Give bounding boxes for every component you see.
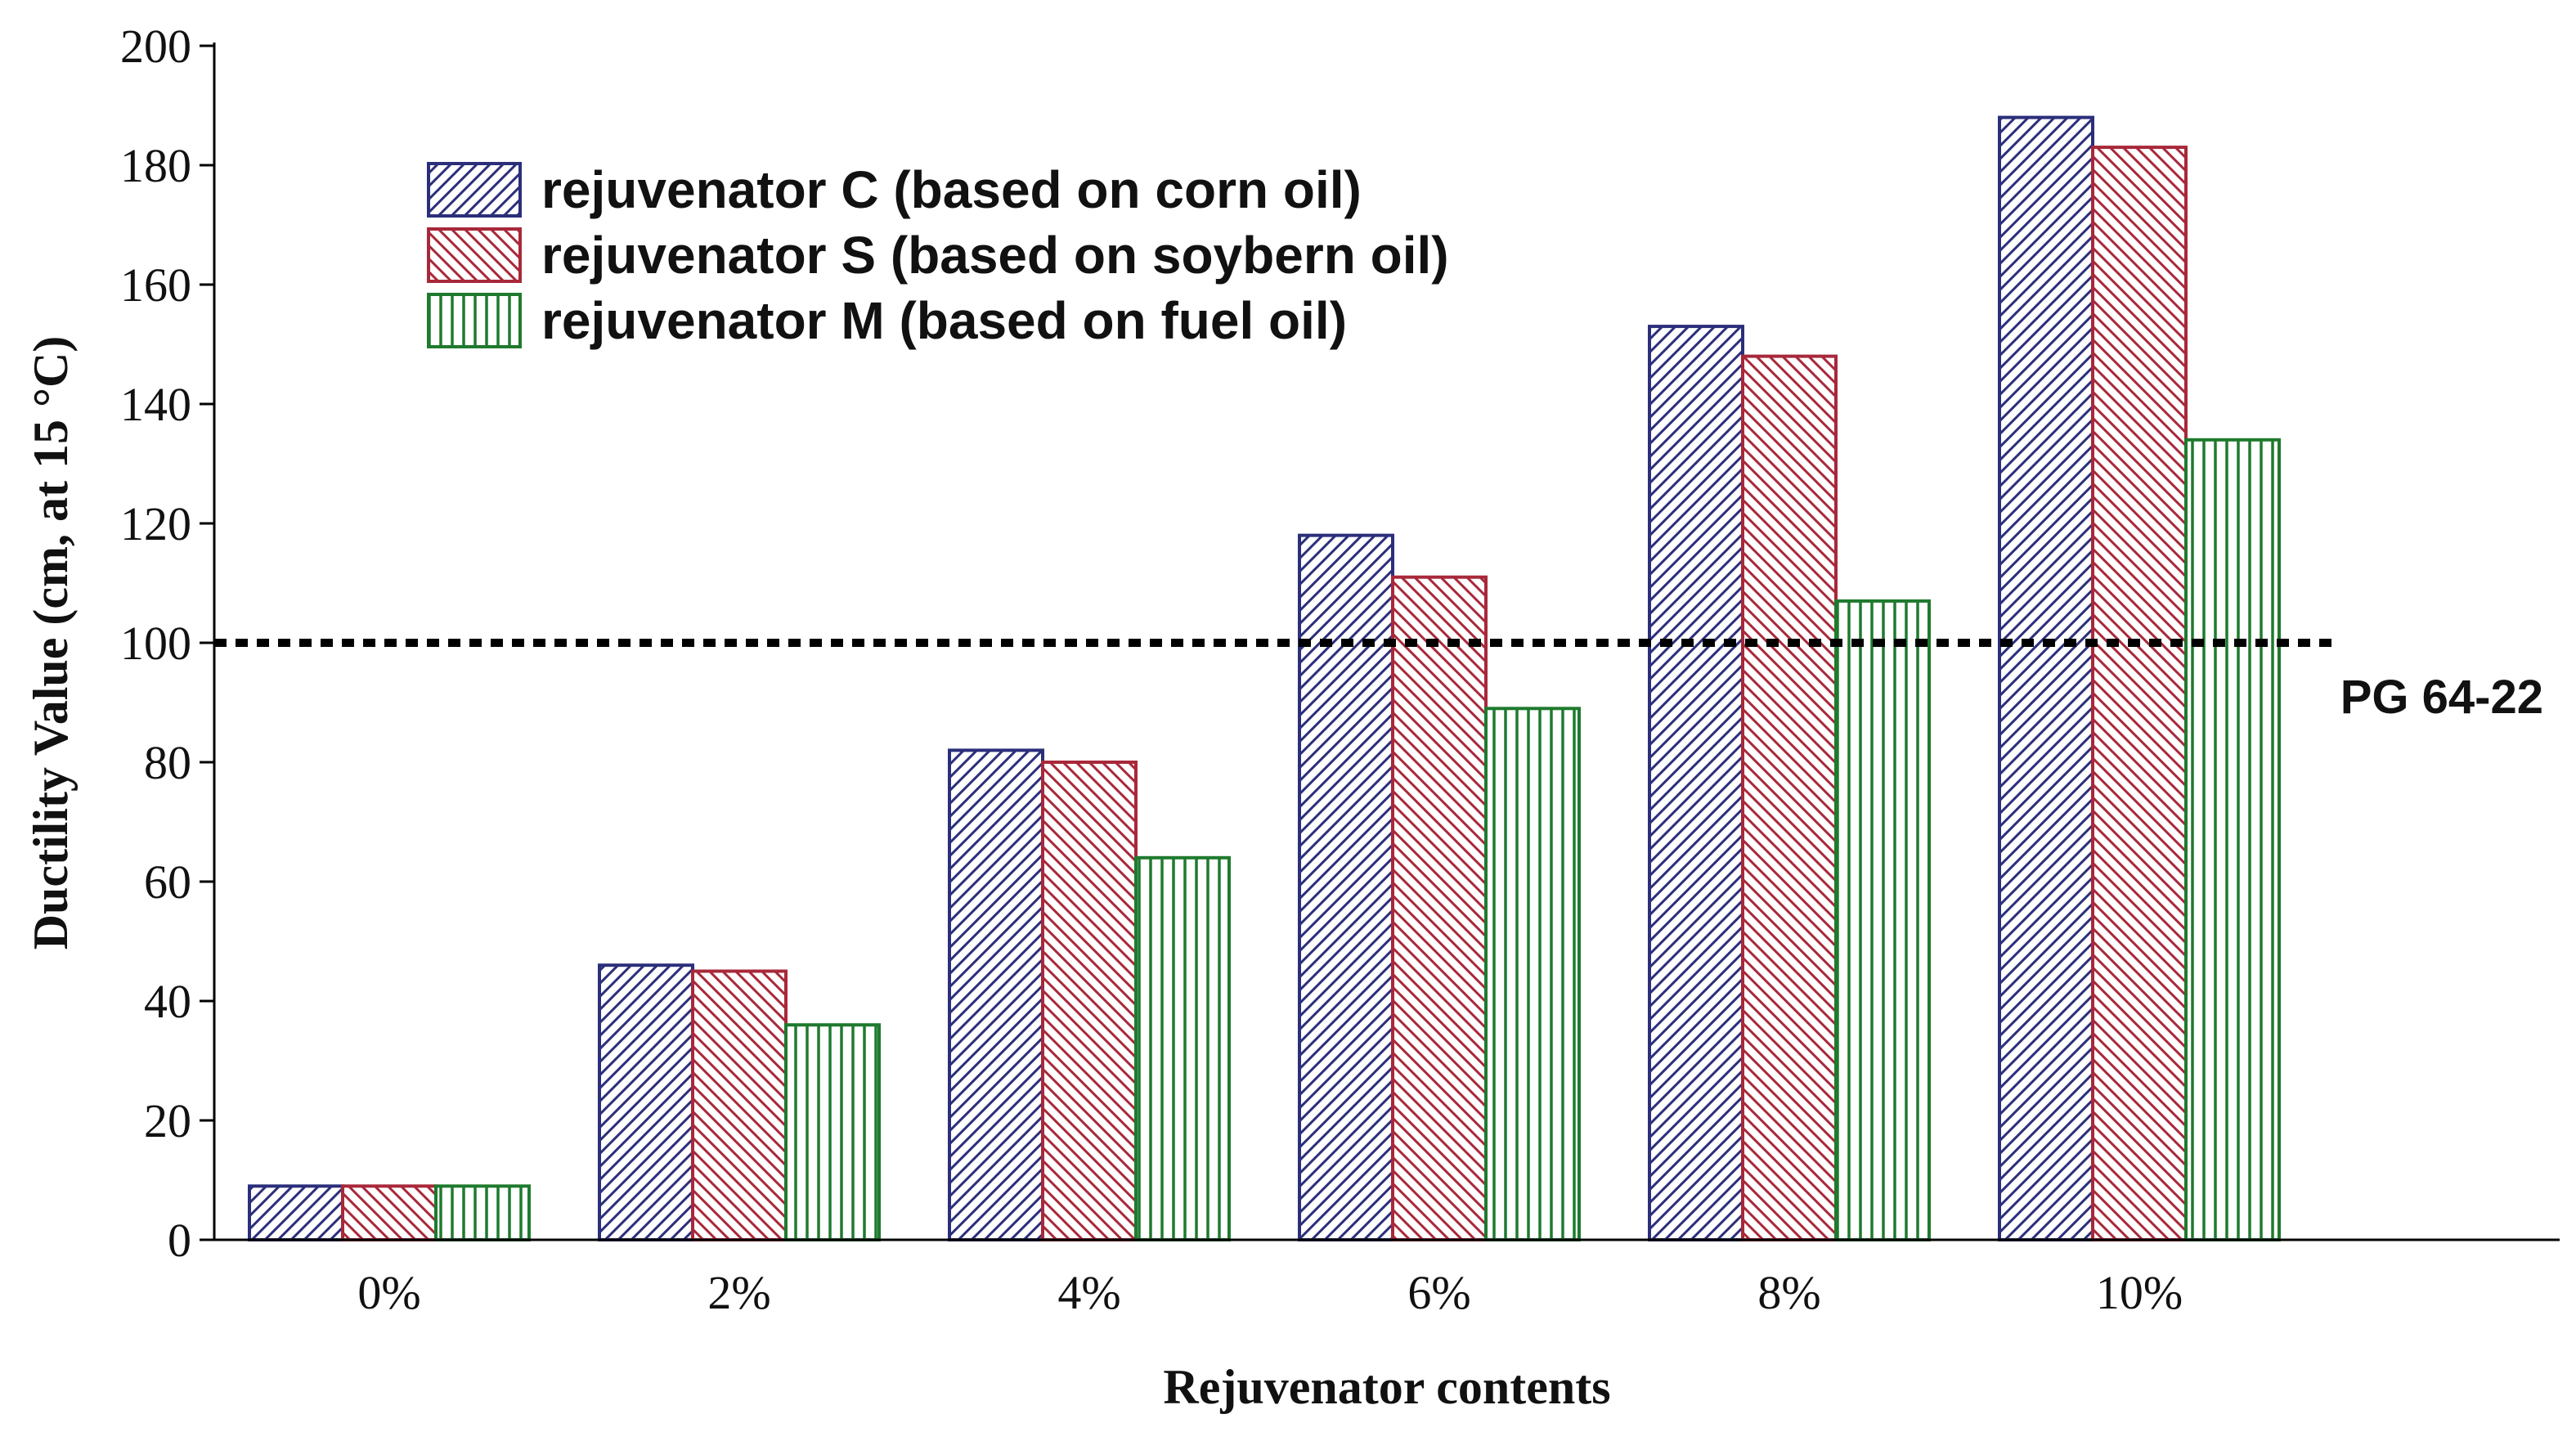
bar-rejuvenator-c-5 (1998, 115, 2094, 1242)
x-axis-title: Rejuvenator contents (1163, 1360, 1610, 1414)
y-tick-label: 180 (120, 139, 191, 192)
y-tick-label: 160 (120, 258, 191, 312)
bar-rejuvenator-m-4 (1834, 599, 1931, 1241)
x-tick-label: 6% (1407, 1266, 1470, 1319)
bar-rejuvenator-c-0 (248, 1184, 344, 1242)
bar-rejuvenator-c-1 (598, 963, 694, 1241)
bar-rejuvenator-m-3 (1484, 707, 1581, 1241)
legend-label: rejuvenator S (based on soybern oil) (541, 226, 1449, 285)
bar-rejuvenator-c-3 (1298, 533, 1394, 1241)
x-tick-label: 10% (2096, 1266, 2183, 1319)
reference-line-label: PG 64-22 (2340, 671, 2543, 724)
bar-rejuvenator-s-5 (2091, 146, 2188, 1242)
legend-swatch (427, 227, 522, 283)
x-axis-tick-labels: 0% 2% 4% 6% 8% 10% (357, 1266, 2183, 1319)
legend-label: rejuvenator M (based on fuel oil) (541, 291, 1347, 350)
bar-rejuvenator-s-4 (1741, 354, 1838, 1242)
y-tick-label: 0 (168, 1214, 191, 1267)
bar-rejuvenator-s-3 (1391, 575, 1488, 1241)
y-tick-label: 80 (144, 736, 191, 789)
bar-rejuvenator-c-4 (1648, 325, 1744, 1242)
bar-rejuvenator-m-2 (1134, 855, 1231, 1242)
y-tick-label: 60 (144, 855, 191, 909)
y-tick-label: 120 (120, 497, 191, 550)
bar-rejuvenator-s-1 (691, 969, 788, 1241)
y-axis-ticks: 0 20 40 60 80 100 120 140 160 180 200 (120, 20, 214, 1267)
y-tick-label: 140 (120, 378, 191, 431)
bar-rejuvenator-m-5 (2184, 438, 2281, 1241)
bars (248, 115, 2281, 1242)
x-tick-label: 2% (707, 1266, 770, 1319)
bar-rejuvenator-c-2 (948, 748, 1044, 1241)
x-tick-label: 0% (357, 1266, 420, 1319)
bar-rejuvenator-s-0 (341, 1184, 438, 1242)
y-tick-label: 100 (120, 617, 191, 670)
legend: rejuvenator C (based on corn oil) rejuven… (427, 160, 1449, 350)
bar-rejuvenator-m-0 (434, 1184, 531, 1242)
bar-rejuvenator-m-1 (784, 1023, 881, 1241)
y-tick-label: 200 (120, 20, 191, 73)
legend-label: rejuvenator C (based on corn oil) (541, 160, 1362, 219)
x-tick-label: 8% (1757, 1266, 1820, 1319)
y-tick-label: 40 (144, 975, 191, 1028)
y-tick-label: 20 (144, 1094, 191, 1147)
legend-swatch (427, 293, 522, 348)
x-tick-label: 4% (1057, 1266, 1120, 1319)
legend-swatch (427, 162, 522, 218)
bar-rejuvenator-s-2 (1041, 761, 1138, 1241)
y-axis-title: Ductility Value (cm, at 15 °C) (24, 336, 78, 950)
